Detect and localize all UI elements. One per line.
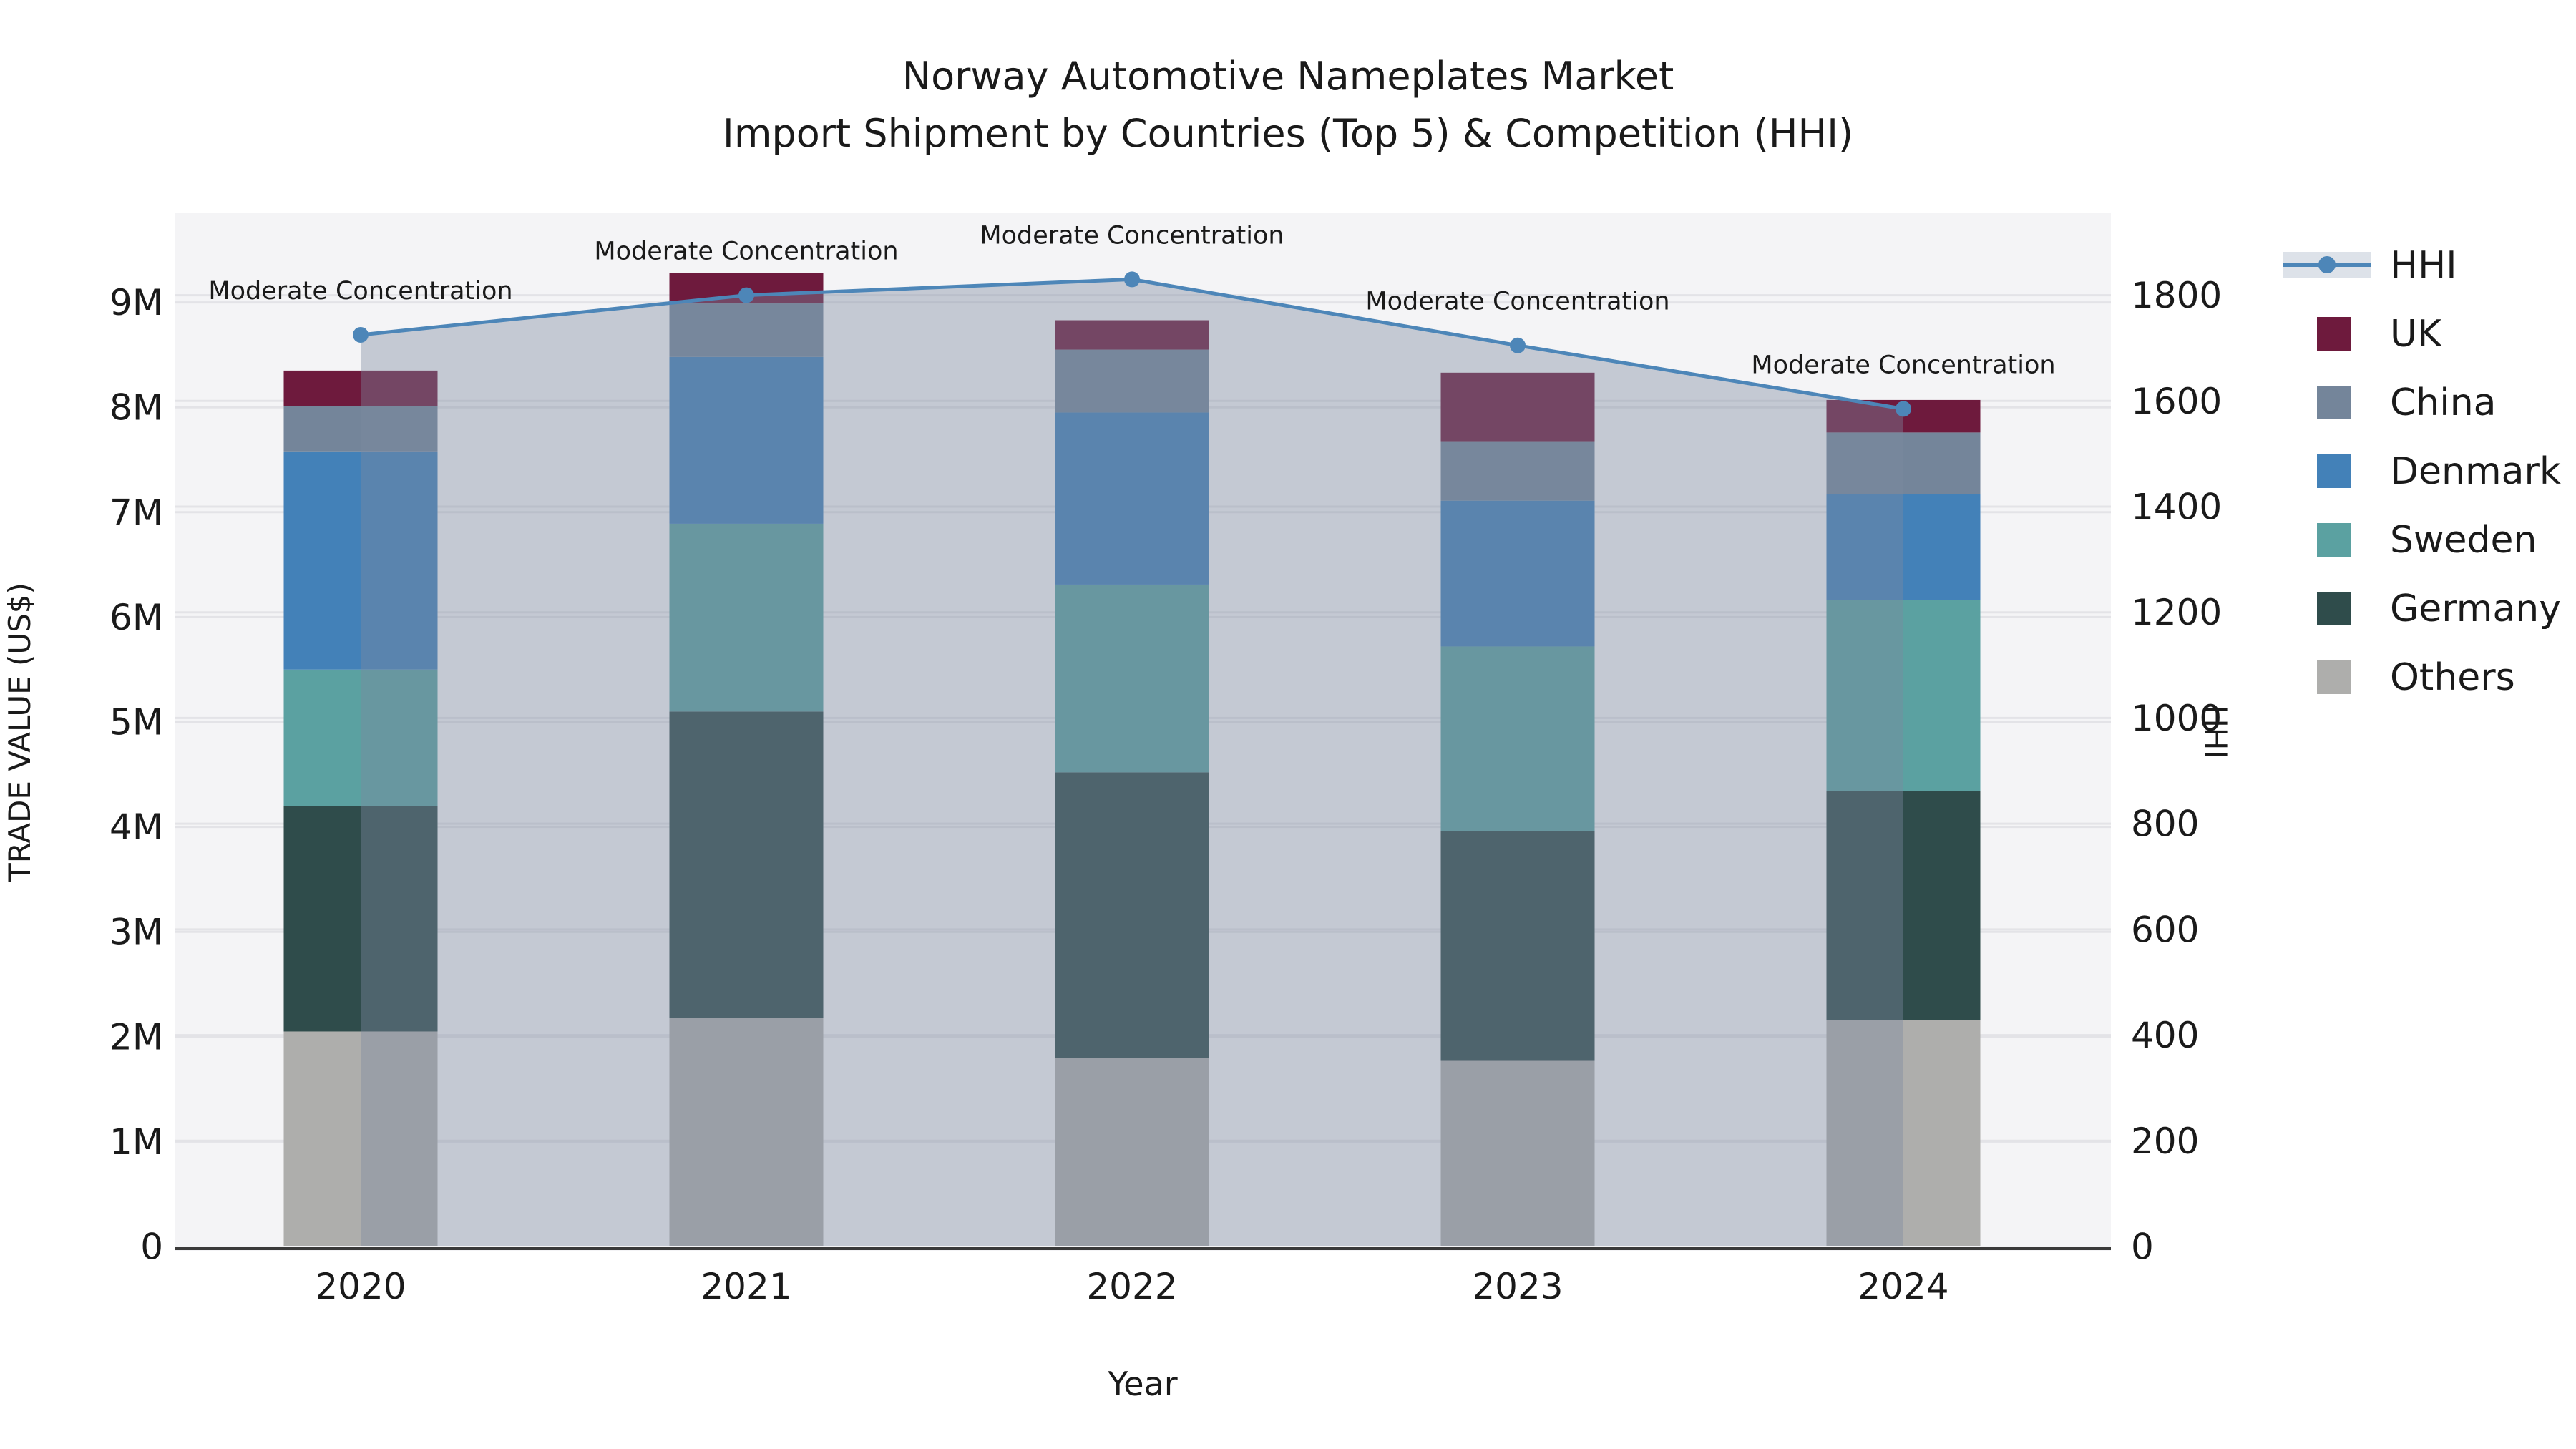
x-tick-label-2021: 2021: [701, 1266, 791, 1307]
bar-segment-denmark-2024: [1826, 494, 1981, 600]
bar-segment-uk-2023: [1440, 372, 1595, 442]
legend-swatch-china: [2317, 386, 2351, 419]
bar-segment-china-2021: [669, 303, 824, 357]
bar-segment-others-2024: [1826, 1020, 1981, 1246]
legend-hhi-marker: [2318, 256, 2336, 273]
bar-segment-china-2022: [1055, 349, 1209, 413]
y-tick-label: 7M: [109, 492, 163, 533]
legend-label-uk: UK: [2390, 313, 2443, 356]
y2-tick-label: 400: [2131, 1015, 2199, 1056]
legend-swatch-germany: [2317, 592, 2351, 625]
chart-title-line1: Norway Automotive Nameplates Market: [902, 54, 1674, 99]
bar-segment-sweden-2024: [1826, 600, 1981, 791]
x-tick-label-2023: 2023: [1472, 1266, 1563, 1307]
x-tick-label-2020: 2020: [315, 1266, 406, 1307]
hhi-marker-2024: [1896, 401, 1911, 417]
bar-segment-germany-2021: [669, 711, 824, 1018]
bar-segment-denmark-2022: [1055, 412, 1209, 585]
bar-segment-others-2020: [283, 1031, 438, 1246]
bar-segment-germany-2023: [1440, 831, 1595, 1061]
annotation-2023: Moderate Concentration: [1365, 288, 1669, 316]
legend-label-germany: Germany: [2390, 587, 2561, 630]
bar-segment-germany-2024: [1826, 791, 1981, 1020]
bar-segment-germany-2020: [283, 806, 438, 1032]
y2-tick-label: 200: [2131, 1121, 2199, 1162]
hhi-area-fill: [361, 279, 1903, 1247]
bar-segment-china-2024: [1826, 432, 1981, 494]
bar-segment-germany-2022: [1055, 772, 1209, 1058]
y-tick-label: 8M: [109, 387, 163, 429]
y2-axis-title: HHI: [2198, 705, 2233, 759]
bar-segment-denmark-2023: [1440, 500, 1595, 647]
legend-label-others: Others: [2390, 656, 2515, 699]
y2-tick-label: 800: [2131, 804, 2199, 845]
legend-label-china: China: [2390, 381, 2497, 424]
annotation-2021: Moderate Concentration: [594, 238, 898, 266]
y2-tick-label: 600: [2131, 909, 2199, 950]
legend-label-hhi: HHI: [2390, 244, 2457, 287]
annotation-2022: Moderate Concentration: [980, 221, 1284, 250]
x-tick-label-2024: 2024: [1858, 1266, 1948, 1307]
y-tick-label: 9M: [109, 282, 163, 323]
bar-segment-sweden-2020: [283, 669, 438, 806]
y2-tick-label: 1200: [2131, 592, 2222, 633]
bar-segment-others-2021: [669, 1018, 824, 1246]
bar-segment-others-2023: [1440, 1060, 1595, 1246]
y-axis-title: TRADE VALUE (US$): [2, 582, 37, 882]
y2-tick-label: 1400: [2131, 487, 2222, 528]
legend-swatch-denmark: [2317, 454, 2351, 488]
legend-swatch-others: [2317, 660, 2351, 694]
y-tick-label: 1M: [109, 1121, 163, 1163]
hhi-marker-2020: [353, 326, 369, 343]
annotation-2024: Moderate Concentration: [1751, 351, 2055, 379]
bar-segment-china-2020: [283, 406, 438, 452]
y-tick-label: 4M: [109, 806, 163, 848]
bar-segment-uk-2022: [1055, 320, 1209, 350]
legend-swatch-uk: [2317, 317, 2351, 351]
chart-title-line2: Import Shipment by Countries (Top 5) & C…: [723, 111, 1853, 156]
bar-segment-uk-2020: [283, 370, 438, 406]
y2-tick-label: 1600: [2131, 381, 2222, 422]
y2-tick-label: 1000: [2131, 698, 2222, 739]
x-axis-title: Year: [1107, 1365, 1177, 1403]
x-tick-label-2022: 2022: [1086, 1266, 1177, 1307]
bar-segment-denmark-2021: [669, 356, 824, 524]
bar-segment-china-2023: [1440, 441, 1595, 501]
y-tick-label: 0: [140, 1226, 163, 1268]
legend-label-denmark: Denmark: [2390, 450, 2561, 493]
bar-segment-sweden-2021: [669, 523, 824, 712]
hhi-marker-2021: [738, 287, 754, 303]
bar-segment-sweden-2023: [1440, 646, 1595, 831]
legend-swatch-sweden: [2317, 523, 2351, 557]
y-tick-label: 5M: [109, 702, 163, 743]
bar-segment-sweden-2022: [1055, 584, 1209, 773]
bar-segment-others-2022: [1055, 1058, 1209, 1246]
legend-label-sweden: Sweden: [2390, 519, 2537, 562]
hhi-marker-2023: [1510, 337, 1526, 353]
y-tick-label: 3M: [109, 912, 163, 953]
annotation-2020: Moderate Concentration: [208, 277, 512, 306]
hhi-marker-2022: [1124, 271, 1140, 288]
y-tick-label: 6M: [109, 597, 163, 638]
y-tick-label: 2M: [109, 1016, 163, 1058]
y2-tick-label: 1800: [2131, 275, 2222, 316]
bar-segment-denmark-2020: [283, 451, 438, 670]
y2-tick-label: 0: [2131, 1226, 2154, 1268]
